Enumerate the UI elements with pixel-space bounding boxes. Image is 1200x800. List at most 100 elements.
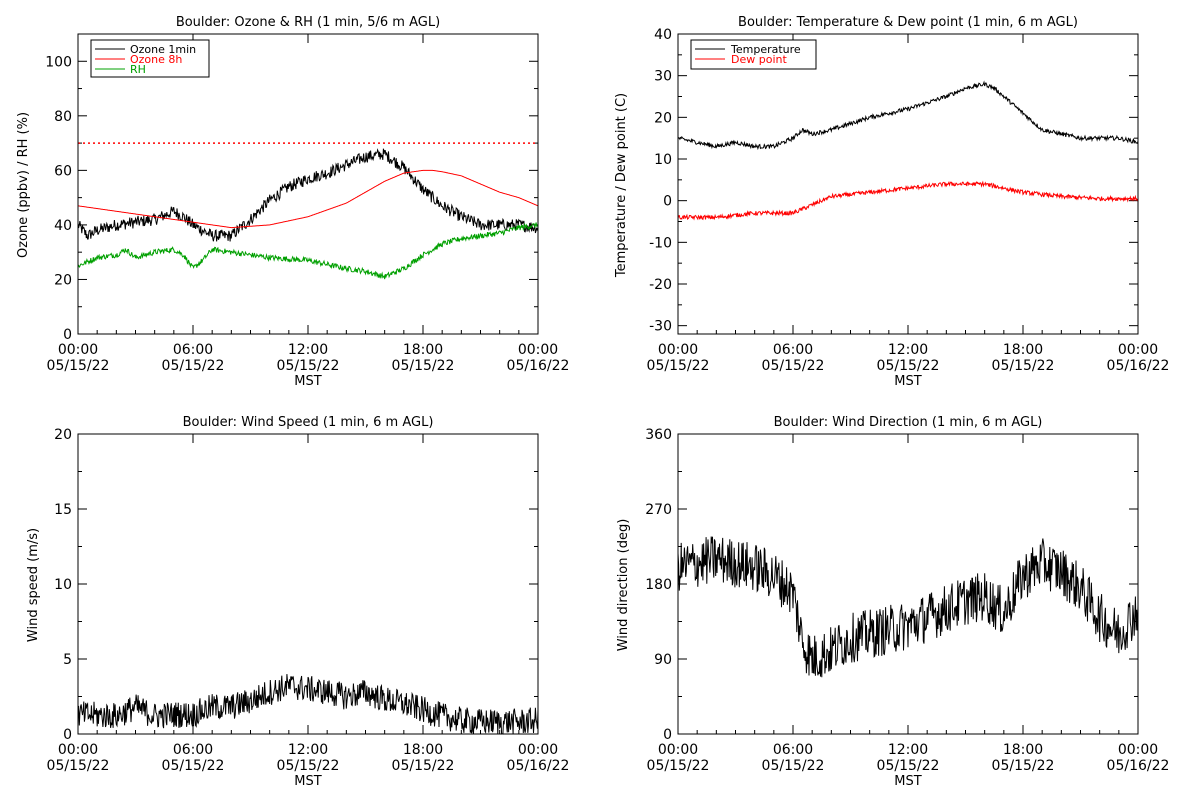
y-tick-label: 90 bbox=[654, 652, 672, 668]
x-tick-label-time: 00:00 bbox=[58, 342, 98, 358]
x-tick-label-time: 12:00 bbox=[888, 742, 928, 758]
y-axis-label-temp: Temperature / Dew point (C) bbox=[614, 93, 629, 278]
y-axis-label-wdir: Wind direction (deg) bbox=[616, 519, 631, 652]
y-tick-label: 40 bbox=[654, 27, 672, 43]
x-tick-label-date: 05/15/22 bbox=[47, 758, 110, 774]
panel-temperature-dewpoint: Boulder: Temperature & Dew point (1 min,… bbox=[614, 15, 1169, 389]
x-tick-label-date: 05/15/22 bbox=[762, 358, 825, 374]
chart-title-temp: Boulder: Temperature & Dew point (1 min,… bbox=[738, 15, 1078, 30]
y-tick-label: 20 bbox=[654, 110, 672, 126]
plot-frame-wspd bbox=[77, 433, 539, 735]
series-line-rh bbox=[77, 222, 539, 280]
x-tick-label-time: 00:00 bbox=[58, 742, 98, 758]
x-tick-label-time: 00:00 bbox=[1118, 742, 1158, 758]
x-tick-label-time: 06:00 bbox=[773, 342, 813, 358]
ticks-temp: -30-20-1001020304000:0005/15/2206:0005/1… bbox=[647, 27, 1170, 374]
series-temp bbox=[677, 80, 1139, 221]
x-tick-label-time: 00:00 bbox=[518, 342, 558, 358]
series-line-temperature bbox=[677, 80, 1139, 151]
plot-frame-wdir bbox=[677, 433, 1139, 735]
y-axis-label-wspd: Wind speed (m/s) bbox=[26, 528, 41, 642]
x-tick-label-date: 05/15/22 bbox=[277, 358, 340, 374]
x-tick-label-date: 05/15/22 bbox=[877, 758, 940, 774]
x-tick-label-time: 18:00 bbox=[1003, 342, 1043, 358]
chart-title-wdir: Boulder: Wind Direction (1 min, 6 m AGL) bbox=[774, 415, 1043, 430]
x-axis-label-wspd: MST bbox=[294, 774, 321, 789]
legend-label-temperature: Temperature bbox=[730, 43, 801, 56]
x-tick-label-time: 06:00 bbox=[173, 742, 213, 758]
ticks-wspd: 0510152000:0005/15/2206:0005/15/2212:000… bbox=[47, 427, 570, 774]
x-tick-label-date: 05/15/22 bbox=[392, 358, 455, 374]
y-tick-label: 0 bbox=[63, 727, 72, 743]
x-tick-label-date: 05/16/22 bbox=[1107, 758, 1170, 774]
y-tick-label: 5 bbox=[63, 652, 72, 668]
x-tick-label-date: 05/15/22 bbox=[992, 758, 1055, 774]
y-tick-label: 40 bbox=[54, 218, 72, 234]
y-tick-label: 20 bbox=[54, 427, 72, 443]
chart-title-wspd: Boulder: Wind Speed (1 min, 6 m AGL) bbox=[183, 415, 434, 430]
x-tick-label-time: 00:00 bbox=[1118, 342, 1158, 358]
x-tick-label-time: 18:00 bbox=[403, 342, 443, 358]
legend-box-temp bbox=[690, 39, 817, 70]
x-tick-label-time: 00:00 bbox=[658, 742, 698, 758]
series-line-wspd-0 bbox=[77, 674, 539, 735]
y-tick-label: 180 bbox=[645, 577, 672, 593]
plot-frame-ozone bbox=[77, 33, 539, 335]
x-tick-label-date: 05/15/22 bbox=[877, 358, 940, 374]
y-tick-label: 0 bbox=[663, 727, 672, 743]
x-tick-label-date: 05/15/22 bbox=[392, 758, 455, 774]
legend-label-dewpoint: Dew point bbox=[731, 53, 787, 66]
x-tick-label-date: 05/15/22 bbox=[162, 758, 225, 774]
legend-label-ozone-8h: Ozone 8h bbox=[130, 53, 182, 66]
y-axis-label-ozone: Ozone (ppbv) / RH (%) bbox=[16, 112, 31, 258]
x-tick-label-date: 05/15/22 bbox=[647, 358, 710, 374]
series-ozone bbox=[77, 142, 539, 280]
y-tick-label: 10 bbox=[654, 152, 672, 168]
x-tick-label-date: 05/15/22 bbox=[47, 358, 110, 374]
x-tick-label-date: 05/15/22 bbox=[992, 358, 1055, 374]
x-tick-label-time: 06:00 bbox=[773, 742, 813, 758]
x-tick-label-date: 05/16/22 bbox=[507, 358, 570, 374]
legend-temp: Temperature Dew point bbox=[690, 39, 817, 70]
x-tick-label-date: 05/15/22 bbox=[647, 758, 710, 774]
series-line-ozone-1min bbox=[77, 148, 539, 242]
x-tick-label-date: 05/15/22 bbox=[277, 758, 340, 774]
y-tick-label: 100 bbox=[45, 54, 72, 70]
y-tick-label: 80 bbox=[54, 109, 72, 125]
y-tick-label: -20 bbox=[649, 277, 672, 293]
x-tick-label-date: 05/15/22 bbox=[762, 758, 825, 774]
x-tick-label-time: 06:00 bbox=[173, 342, 213, 358]
x-tick-label-date: 05/15/22 bbox=[162, 358, 225, 374]
x-tick-label-time: 12:00 bbox=[288, 342, 328, 358]
y-tick-label: 0 bbox=[663, 194, 672, 210]
chart-title-ozone: Boulder: Ozone & RH (1 min, 5/6 m AGL) bbox=[176, 15, 440, 30]
y-tick-label: 270 bbox=[645, 502, 672, 518]
x-axis-label-ozone: MST bbox=[294, 374, 321, 389]
series-line-ozone-8h bbox=[77, 169, 539, 229]
y-tick-label: -30 bbox=[649, 319, 672, 335]
x-tick-label-date: 05/16/22 bbox=[507, 758, 570, 774]
panel-wind-speed: Boulder: Wind Speed (1 min, 6 m AGL) Win… bbox=[26, 415, 569, 789]
y-tick-label: -10 bbox=[649, 235, 672, 251]
series-wdir bbox=[677, 536, 1139, 678]
x-tick-label-time: 18:00 bbox=[403, 742, 443, 758]
series-line-wdir-0 bbox=[677, 536, 1139, 678]
panel-ozone-rh: Boulder: Ozone & RH (1 min, 5/6 m AGL) O… bbox=[16, 15, 569, 389]
x-tick-label-time: 00:00 bbox=[518, 742, 558, 758]
x-tick-label-time: 12:00 bbox=[888, 342, 928, 358]
x-axis-label-temp: MST bbox=[894, 374, 921, 389]
ticks-wdir: 09018027036000:0005/15/2206:0005/15/2212… bbox=[645, 427, 1169, 774]
x-tick-label-time: 12:00 bbox=[288, 742, 328, 758]
y-tick-label: 10 bbox=[54, 577, 72, 593]
panel-wind-direction: Boulder: Wind Direction (1 min, 6 m AGL)… bbox=[616, 415, 1169, 789]
plot-frame-temp bbox=[677, 33, 1139, 335]
y-tick-label: 60 bbox=[54, 163, 72, 179]
y-tick-label: 20 bbox=[54, 272, 72, 288]
legend-ozone: Ozone 1min Ozone 8h RH bbox=[90, 39, 210, 78]
legend-label-rh: RH bbox=[130, 63, 146, 76]
y-tick-label: 30 bbox=[654, 69, 672, 85]
y-tick-label: 0 bbox=[63, 327, 72, 343]
y-tick-label: 360 bbox=[645, 427, 672, 443]
series-line-dew-point bbox=[677, 180, 1139, 221]
